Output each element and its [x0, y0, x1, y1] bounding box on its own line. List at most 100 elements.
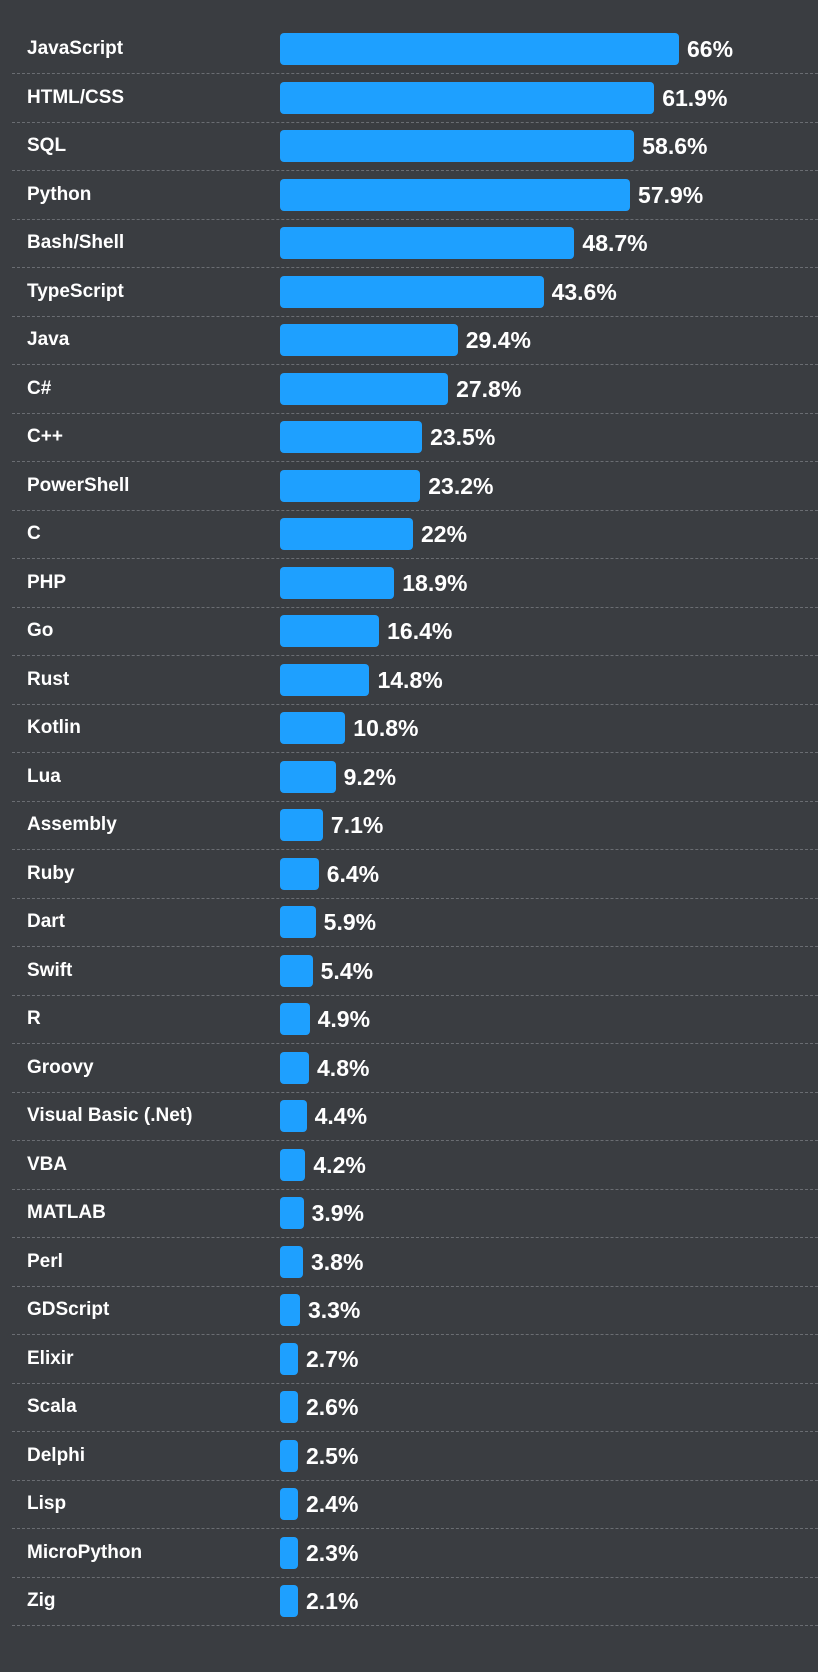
value-label: 4.2%	[313, 1151, 366, 1178]
value-label: 66%	[687, 36, 734, 62]
chart-row: Scala 2.6%	[12, 1382, 818, 1432]
value-label: 2.6%	[306, 1394, 359, 1420]
bar	[280, 81, 655, 114]
bar	[280, 372, 449, 405]
category-label: JavaScript	[27, 38, 124, 59]
chart-row: R 4.9%	[12, 994, 818, 1044]
chart-row: TypeScript 43.6%	[12, 267, 818, 317]
bar	[280, 518, 413, 550]
value-label: 3.8%	[310, 1248, 364, 1275]
category-label: Visual Basic (.Net)	[27, 1105, 193, 1126]
value-label: 7.1%	[330, 812, 384, 838]
bar	[280, 1536, 298, 1569]
chart-row: JavaScript 66%	[12, 24, 818, 74]
bar	[280, 469, 421, 502]
chart-row: C++ 23.5%	[12, 412, 818, 462]
bar	[280, 954, 313, 987]
category-label: HTML/CSS	[27, 86, 125, 108]
bar	[280, 1439, 298, 1472]
category-label: Elixir	[27, 1347, 74, 1369]
value-label: 18.9%	[402, 569, 468, 596]
value-label: 10.8%	[353, 715, 419, 741]
bar	[280, 1003, 310, 1035]
bar	[280, 1342, 298, 1375]
value-label: 2.4%	[306, 1491, 359, 1517]
value-label: 29.4%	[465, 327, 531, 353]
category-label: Java	[27, 329, 70, 350]
chart-row: Bash/Shell 48.7%	[12, 218, 818, 268]
bar	[280, 1051, 310, 1084]
chart-row: HTML/CSS 61.9%	[12, 73, 818, 123]
chart-row: Python 57.9%	[12, 170, 818, 220]
value-label: 2.5%	[306, 1442, 359, 1469]
category-label: MicroPython	[27, 1541, 143, 1563]
value-label: 22%	[421, 521, 468, 547]
category-label: Dart	[27, 911, 66, 932]
value-label: 2.7%	[306, 1345, 359, 1372]
bar	[280, 178, 631, 211]
value-label: 48.7%	[582, 230, 648, 256]
chart-row: Perl 3.8%	[12, 1237, 818, 1287]
category-label: Go	[27, 620, 54, 641]
value-label: 61.9%	[662, 84, 728, 111]
chart-row: MATLAB 3.9%	[12, 1188, 818, 1238]
value-label: 9.2%	[343, 763, 397, 790]
bar	[280, 809, 323, 841]
bar	[280, 1294, 300, 1326]
bar	[280, 1148, 306, 1181]
value-label: 23.2%	[428, 472, 494, 499]
category-label: C++	[27, 426, 63, 447]
category-label: Ruby	[27, 862, 75, 884]
chart-row: GDScript 3.3%	[12, 1285, 818, 1335]
bar	[280, 615, 380, 647]
value-label: 4.4%	[314, 1103, 368, 1129]
value-label: 6.4%	[326, 860, 380, 887]
category-label: Lisp	[27, 1493, 67, 1514]
chart-row: Java 29.4%	[12, 315, 818, 365]
category-label: C#	[27, 377, 52, 399]
chart-row: PHP 18.9%	[12, 558, 818, 608]
value-label: 58.6%	[642, 133, 708, 159]
chart-row: C# 27.8%	[12, 364, 818, 414]
value-label: 4.8%	[317, 1054, 370, 1081]
category-label: Rust	[27, 668, 70, 690]
chart-row: Ruby 6.4%	[12, 849, 818, 899]
category-label: TypeScript	[27, 280, 124, 302]
chart-row: VBA 4.2%	[12, 1140, 818, 1190]
category-label: GDScript	[27, 1299, 110, 1320]
category-label: Perl	[27, 1250, 63, 1272]
value-label: 3.9%	[311, 1200, 364, 1226]
bar	[280, 1488, 298, 1520]
value-label: 23.5%	[430, 424, 496, 450]
bar	[280, 421, 423, 453]
bar	[280, 857, 319, 890]
chart-row: Go 16.4%	[12, 606, 818, 656]
value-label: 27.8%	[456, 375, 522, 402]
chart-row: SQL 58.6%	[12, 121, 818, 171]
chart-row: Zig 2.1%	[12, 1576, 818, 1626]
chart-row: Elixir 2.7%	[12, 1334, 818, 1384]
category-label: R	[27, 1008, 41, 1029]
category-label: Zig	[27, 1590, 56, 1611]
category-label: Python	[27, 183, 92, 205]
value-label: 43.6%	[551, 278, 617, 305]
chart-row: C 22%	[12, 509, 818, 559]
category-label: Bash/Shell	[27, 232, 125, 253]
chart-row: Kotlin 10.8%	[12, 703, 818, 753]
category-label: MATLAB	[27, 1202, 106, 1223]
bar	[280, 712, 346, 744]
bar	[280, 1391, 298, 1423]
value-label: 4.9%	[317, 1006, 371, 1032]
category-label: Assembly	[27, 814, 117, 835]
chart-row: Lua 9.2%	[12, 752, 818, 802]
chart-row: Swift 5.4%	[12, 946, 818, 996]
value-label: 3.3%	[307, 1297, 361, 1323]
chart-row: Rust 14.8%	[12, 655, 818, 705]
value-label: 5.4%	[320, 957, 374, 984]
bar	[280, 1245, 303, 1278]
bar	[280, 760, 336, 793]
category-label: SQL	[27, 135, 67, 156]
bar	[280, 566, 395, 599]
category-label: VBA	[27, 1153, 68, 1175]
